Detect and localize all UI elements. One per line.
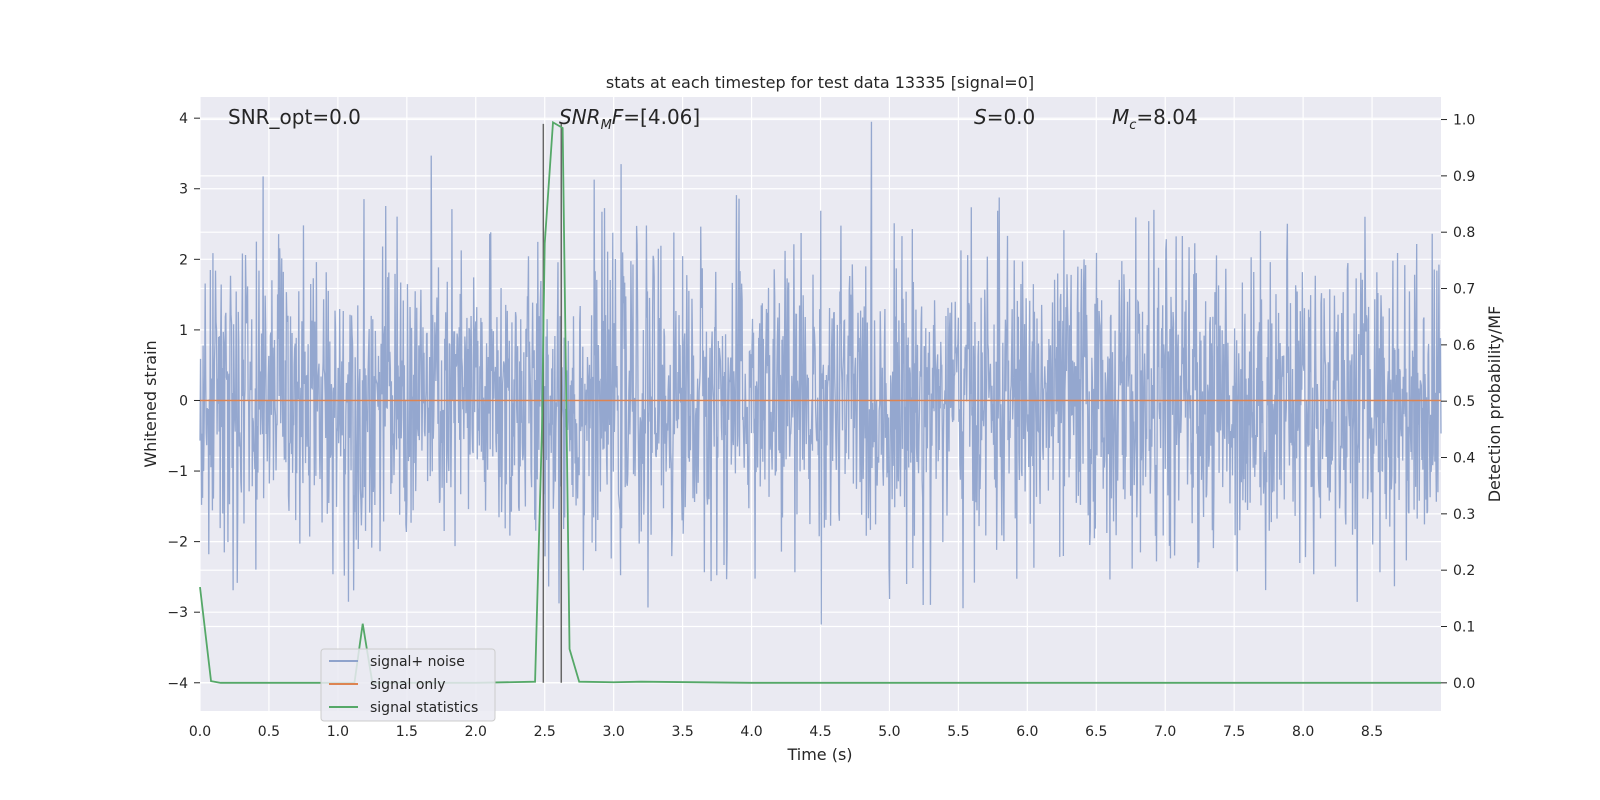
- x-tick-label: 0.0: [189, 724, 211, 740]
- x-axis-label: Time (s): [786, 745, 852, 764]
- y2-tick-label: 0.5: [1453, 394, 1475, 410]
- annotation-snr-mf: SNRMF=[4.06]: [559, 105, 700, 133]
- legend: signal+ noise signal only signal statist…: [320, 648, 496, 722]
- x-tick-label: 8.0: [1292, 724, 1314, 740]
- x-tick-label: 2.5: [534, 724, 556, 740]
- y-tick-label: 0: [179, 393, 188, 409]
- y-tick-label: 4: [179, 111, 188, 127]
- y-tick-label: 1: [179, 323, 188, 339]
- y2-tick-label: 1.0: [1453, 113, 1475, 129]
- y2-ticks: 0.0 0.1 0.2 0.3 0.4 0.5 0.6 0.7 0.8 0.9 1.0: [1441, 113, 1475, 692]
- legend-label-signal-only: signal only: [370, 677, 445, 693]
- y2-tick-label: 0.8: [1453, 225, 1475, 241]
- x-tick-label: 4.5: [809, 724, 831, 740]
- x-tick-label: 3.5: [671, 724, 693, 740]
- y2-tick-label: 0.1: [1453, 620, 1475, 636]
- x-tick-label: 3.0: [603, 724, 625, 740]
- y2-axis-label: Detection probability/MF: [1485, 306, 1504, 503]
- y2-tick-label: 0.9: [1453, 169, 1475, 185]
- x-tick-label: 5.5: [947, 724, 969, 740]
- x-tick-label: 6.5: [1085, 724, 1107, 740]
- annotation-mc: Mc=8.04: [1112, 105, 1198, 133]
- y2-tick-label: 0.4: [1453, 451, 1475, 467]
- x-tick-label: 1.5: [396, 724, 418, 740]
- annotations: SNR_opt=0.0 SNRMF=[4.06] S=0.0 Mc=8.04: [228, 105, 1198, 133]
- legend-label-signal-noise: signal+ noise: [370, 654, 465, 670]
- chart-title: stats at each timestep for test data 133…: [606, 73, 1034, 92]
- y-ticks: −4 −3 −2 −1 0 1 2 3 4: [167, 111, 200, 692]
- y-tick-label: −2: [167, 535, 188, 551]
- y2-tick-label: 0.2: [1453, 563, 1475, 579]
- x-tick-label: 1.0: [327, 724, 349, 740]
- y-tick-label: −4: [167, 676, 188, 692]
- legend-label-signal-statistics: signal statistics: [370, 700, 478, 716]
- x-tick-label: 7.5: [1223, 724, 1245, 740]
- y2-tick-label: 0.7: [1453, 282, 1475, 298]
- x-tick-label: 4.0: [740, 724, 762, 740]
- x-tick-label: 6.0: [1016, 724, 1038, 740]
- x-tick-label: 7.0: [1154, 724, 1176, 740]
- annotation-s: S=0.0: [974, 105, 1035, 129]
- y-tick-label: −3: [167, 605, 188, 621]
- y-axis-label: Whitened strain: [141, 340, 160, 467]
- y-tick-label: −1: [167, 464, 188, 480]
- x-tick-label: 2.0: [465, 724, 487, 740]
- y-tick-label: 2: [179, 252, 188, 268]
- y-tick-label: 3: [179, 182, 188, 198]
- annotation-snr-opt: SNR_opt=0.0: [228, 105, 361, 129]
- x-tick-label: 8.5: [1361, 724, 1383, 740]
- y2-tick-label: 0.6: [1453, 338, 1475, 354]
- x-tick-label: 5.0: [878, 724, 900, 740]
- vertical-markers: [542, 123, 563, 683]
- y2-tick-label: 0.0: [1453, 676, 1475, 692]
- x-tick-label: 0.5: [258, 724, 280, 740]
- y2-tick-label: 0.3: [1453, 507, 1475, 523]
- x-ticks: 0.0 0.5 1.0 1.5 2.0 2.5 3.0 3.5 4.0 4.5 5.0 5.5 6.0 6…: [189, 724, 1383, 740]
